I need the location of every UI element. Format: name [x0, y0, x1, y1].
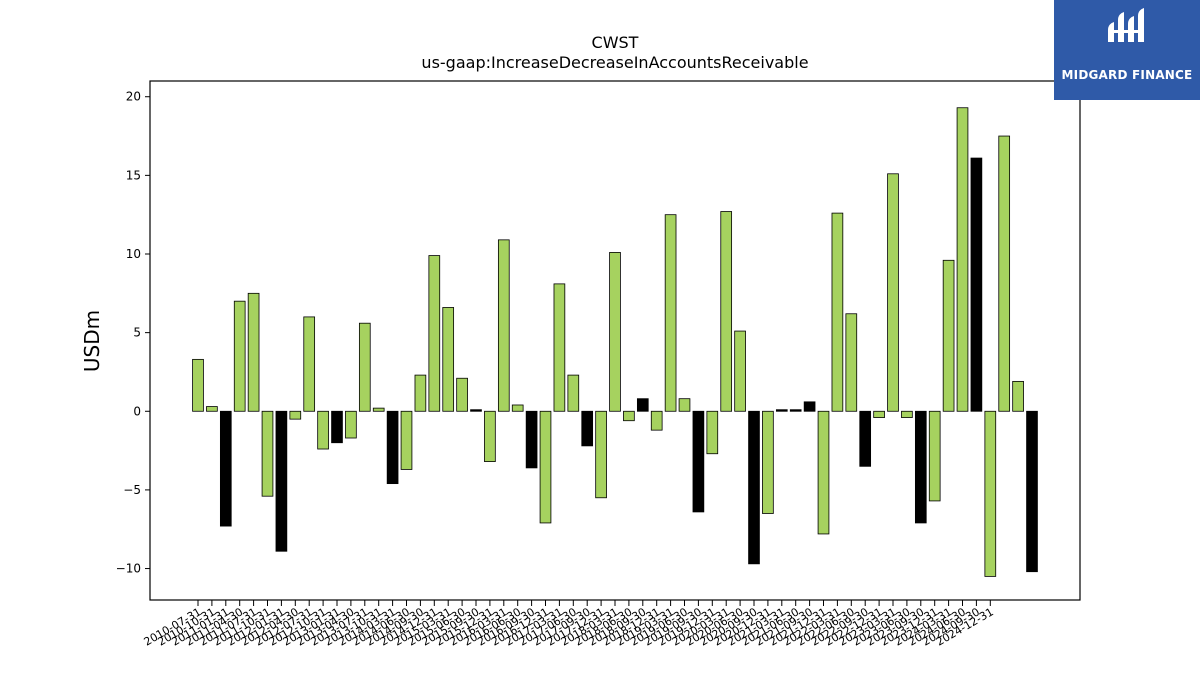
bar — [692, 410, 705, 513]
bar — [1012, 380, 1024, 412]
bar — [706, 410, 719, 455]
bar — [247, 292, 260, 412]
bar — [581, 410, 594, 447]
bar — [470, 409, 482, 412]
y-tick-label: 20 — [126, 90, 141, 104]
bar — [289, 410, 302, 420]
bar — [414, 374, 427, 412]
y-tick-label: −10 — [116, 562, 141, 576]
brand-name: MIDGARD FINANCE — [1061, 68, 1193, 82]
bar — [762, 410, 774, 514]
bar — [775, 409, 788, 412]
bar — [192, 358, 204, 412]
y-tick-label: 5 — [133, 326, 141, 340]
bar — [539, 410, 552, 524]
bar — [1026, 410, 1038, 573]
bar — [609, 252, 621, 412]
bar — [206, 406, 218, 412]
bar — [275, 410, 288, 552]
bar — [261, 410, 274, 497]
bar — [817, 410, 830, 535]
bar — [845, 313, 858, 412]
bar — [219, 410, 232, 527]
bar — [970, 157, 983, 412]
bar — [636, 398, 649, 412]
bar — [984, 410, 997, 577]
bar — [831, 212, 844, 412]
bar — [386, 410, 399, 485]
bar — [859, 410, 872, 467]
bar — [748, 410, 760, 565]
bar — [803, 401, 816, 412]
bar — [372, 407, 385, 412]
bar — [623, 410, 635, 422]
y-axis-ticks: −10 −5 0 5 10 15 20 — [116, 90, 150, 576]
chart-subtitle: us-gaap:IncreaseDecreaseInAccountsReceiv… — [421, 53, 808, 72]
bar — [233, 300, 246, 412]
bar — [358, 322, 371, 412]
bar — [567, 374, 580, 412]
y-axis-label: USDm — [80, 310, 104, 372]
chart-title: CWST — [592, 33, 639, 52]
bar — [650, 410, 663, 431]
y-tick-label: −5 — [123, 483, 141, 497]
bar — [553, 283, 566, 412]
y-tick-label: 0 — [133, 404, 141, 418]
bar — [914, 410, 927, 524]
y-tick-label: 15 — [126, 168, 141, 182]
bar — [928, 410, 941, 502]
bar — [901, 410, 913, 418]
bar — [428, 255, 441, 412]
bar — [887, 173, 899, 412]
plot-area-frame — [149, 80, 1081, 601]
bar — [789, 409, 802, 412]
bar — [664, 214, 677, 412]
bar — [678, 398, 691, 412]
bar — [317, 410, 329, 450]
logo-mark-icon — [1108, 8, 1144, 42]
bar — [873, 410, 885, 418]
bar — [595, 410, 607, 499]
bar — [345, 410, 357, 439]
bar — [400, 410, 413, 470]
x-axis-ticks: 2010-07-312010-10-312011-01-312011-04-30… — [142, 600, 996, 649]
y-tick-label: 10 — [126, 247, 141, 261]
brand-logo: MIDGARD FINANCE — [1054, 0, 1200, 100]
bar — [497, 239, 510, 412]
bar — [942, 259, 955, 412]
bar — [442, 307, 455, 412]
bar-series — [192, 107, 1038, 577]
bar — [956, 107, 969, 412]
bar — [720, 211, 733, 412]
bar — [734, 330, 746, 412]
bar — [998, 135, 1011, 412]
bar — [303, 316, 316, 412]
bar — [511, 404, 524, 412]
bar — [456, 377, 468, 412]
bar — [484, 410, 496, 463]
bar — [331, 410, 343, 444]
bar — [525, 410, 538, 469]
